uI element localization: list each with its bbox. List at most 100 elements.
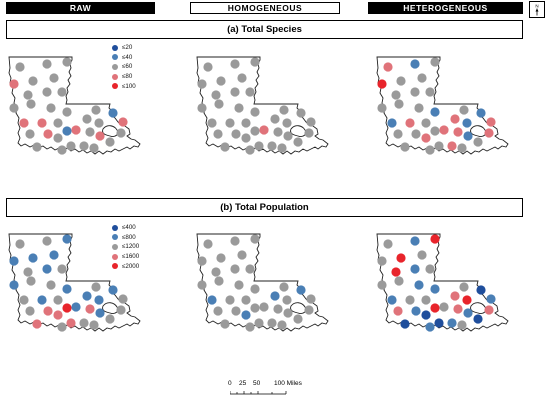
site-point <box>19 295 29 305</box>
site-point <box>462 118 472 128</box>
site-point <box>293 137 303 147</box>
site-point <box>377 103 387 113</box>
site-point <box>254 141 264 151</box>
site-point <box>85 127 95 137</box>
site-point <box>425 264 435 274</box>
site-point <box>296 108 306 118</box>
site-point <box>214 99 224 109</box>
site-point <box>53 310 63 320</box>
site-point <box>277 143 287 153</box>
site-point <box>484 305 494 315</box>
site-point <box>430 234 440 244</box>
site-point <box>387 118 397 128</box>
site-point <box>213 306 223 316</box>
site-point <box>37 118 47 128</box>
legend-label: ≤800 <box>122 233 136 241</box>
north-label: N <box>535 4 538 9</box>
site-point <box>57 322 67 332</box>
legend-item: ≤1200 <box>112 242 139 252</box>
site-point <box>396 253 406 263</box>
site-point <box>296 285 306 295</box>
site-point <box>230 236 240 246</box>
site-point <box>26 99 36 109</box>
legend-label: ≤1600 <box>122 253 140 261</box>
site-point <box>43 306 53 316</box>
site-point <box>447 318 457 328</box>
site-point <box>306 294 316 304</box>
site-point <box>421 118 431 128</box>
section-title-species: (a) Total Species <box>6 20 523 39</box>
legend-item: ≤400 <box>112 223 139 233</box>
site-point <box>108 285 118 295</box>
site-point <box>23 267 33 277</box>
lake-outline <box>102 125 119 137</box>
site-point <box>410 264 420 274</box>
site-point <box>15 62 25 72</box>
legend-item: ≤2000 <box>112 261 139 271</box>
site-point <box>62 107 72 117</box>
site-point <box>282 295 292 305</box>
site-point <box>85 304 95 314</box>
site-point <box>241 310 251 320</box>
legend-label: ≤20 <box>122 44 133 52</box>
site-point <box>394 276 404 286</box>
site-point <box>259 125 269 135</box>
site-point <box>32 142 42 152</box>
site-point <box>230 87 240 97</box>
lake-outline <box>102 302 119 314</box>
site-point <box>15 239 25 249</box>
legend-swatch-icon <box>112 54 118 61</box>
site-point <box>476 285 486 295</box>
legend-population: ≤400 ≤800 ≤1200 ≤1600 ≤2000 <box>112 223 139 271</box>
site-point <box>230 264 240 274</box>
site-point <box>400 142 410 152</box>
site-point <box>273 304 283 314</box>
site-point <box>213 129 223 139</box>
site-point <box>241 133 251 143</box>
site-point <box>304 128 314 138</box>
site-point <box>241 118 251 128</box>
site-point <box>89 143 99 153</box>
legend-swatch-icon <box>112 83 118 90</box>
site-point <box>457 320 467 330</box>
site-point <box>393 129 403 139</box>
legend-swatch-icon <box>112 44 118 51</box>
site-point <box>62 234 72 244</box>
site-point <box>237 250 247 260</box>
site-point <box>411 306 421 316</box>
site-point <box>46 103 56 113</box>
site-point <box>439 302 449 312</box>
site-point <box>250 284 260 294</box>
site-point <box>211 267 221 277</box>
site-point <box>411 129 421 139</box>
site-point <box>203 239 213 249</box>
site-point <box>9 103 19 113</box>
site-point <box>414 280 424 290</box>
site-point <box>383 239 393 249</box>
site-point <box>211 90 221 100</box>
legend-species: ≤20 ≤40 ≤60 ≤80 ≤100 <box>112 43 136 91</box>
site-point <box>37 295 47 305</box>
site-point <box>391 267 401 277</box>
site-point <box>66 141 76 151</box>
site-point <box>91 282 101 292</box>
legend-label: ≤80 <box>122 73 133 81</box>
site-point <box>79 318 89 328</box>
site-point <box>220 319 230 329</box>
site-point <box>410 59 420 69</box>
site-point <box>306 117 316 127</box>
site-point <box>94 118 104 128</box>
site-point <box>62 284 72 294</box>
scale-label-0: 0 <box>228 380 232 387</box>
site-point <box>304 305 314 315</box>
legend-swatch-icon <box>112 224 118 231</box>
site-point <box>430 284 440 294</box>
site-point <box>9 79 19 89</box>
site-point <box>430 57 440 67</box>
legend-label: ≤60 <box>122 63 133 71</box>
site-point <box>283 131 293 141</box>
site-point <box>421 133 431 143</box>
site-point <box>430 303 440 313</box>
map-species-heterogeneous <box>376 56 509 155</box>
site-point <box>94 295 104 305</box>
